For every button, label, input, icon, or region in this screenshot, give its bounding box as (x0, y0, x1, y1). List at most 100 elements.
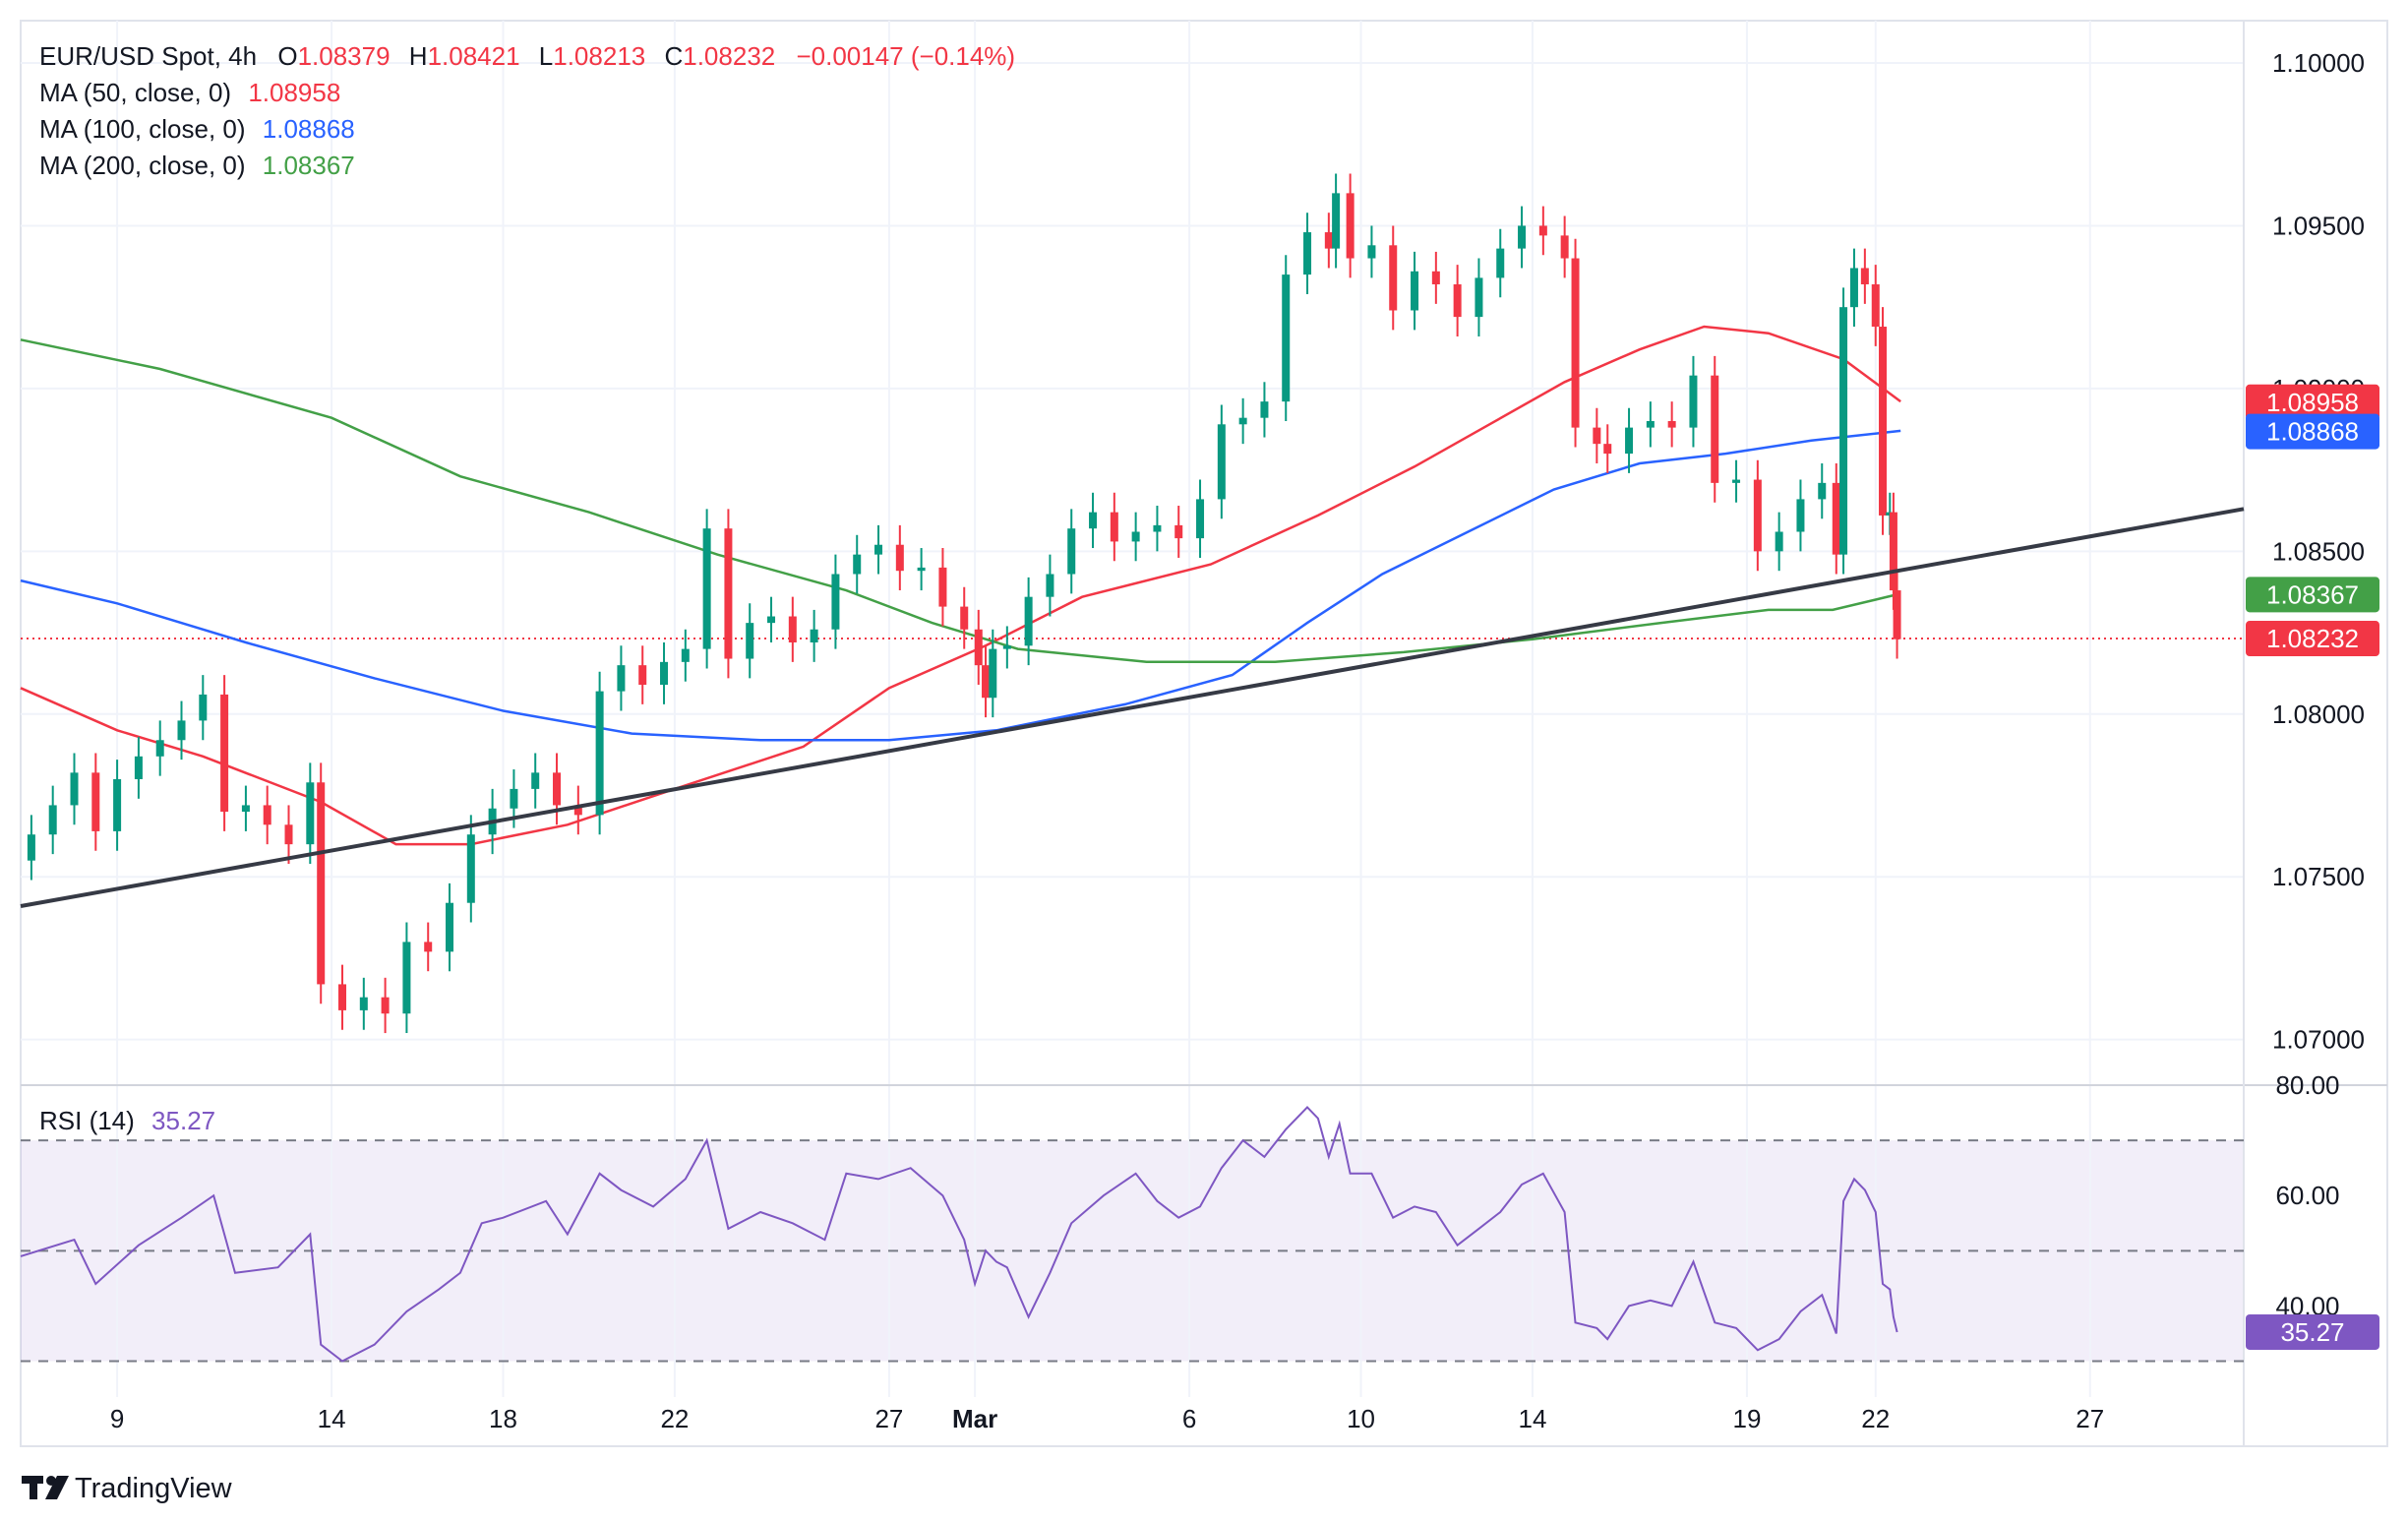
candle-88 (1818, 463, 1827, 519)
candle-32 (702, 509, 711, 669)
price-badge-3: 1.08232 (2246, 621, 2379, 657)
price-tick-label-3: 1.08500 (2272, 536, 2365, 566)
candle-0 (27, 815, 35, 881)
ma200-value: 1.08367 (263, 151, 355, 180)
high-value: 1.08421 (428, 41, 520, 71)
rsi-legend[interactable]: RSI (14) 35.27 (39, 1106, 215, 1135)
candle-97 (1893, 571, 1901, 659)
candle-14 (317, 762, 326, 1005)
candle-26 (573, 785, 582, 835)
candle-89 (1832, 463, 1840, 575)
candle-9 (220, 675, 229, 831)
candle-94 (1879, 307, 1888, 535)
candle-11 (263, 785, 271, 845)
candle-40 (874, 524, 883, 575)
time-tick-label-11: 27 (2076, 1404, 2104, 1433)
candle-63 (1324, 213, 1333, 269)
high-label: H (409, 41, 428, 71)
low-label: L (539, 41, 553, 71)
time-tick-label-10: 22 (1861, 1404, 1890, 1433)
candle-2 (70, 753, 79, 825)
candle-76 (1571, 238, 1580, 448)
candle-29 (638, 645, 647, 704)
candle-20 (446, 883, 454, 972)
candle-55 (1153, 506, 1162, 552)
candle-28 (617, 645, 626, 711)
candle-57 (1196, 479, 1205, 558)
ma50-legend[interactable]: MA (50, close, 0) 1.08958 (39, 78, 340, 107)
svg-text:1.08232: 1.08232 (2266, 624, 2359, 653)
candle-78 (1603, 424, 1612, 473)
candle-18 (402, 922, 411, 1034)
candle-84 (1732, 459, 1741, 503)
svg-text:1.08868: 1.08868 (2266, 417, 2359, 447)
time-tick-label-0: 9 (110, 1404, 124, 1433)
time-tick-label-3: 22 (660, 1404, 689, 1433)
candle-47 (989, 629, 997, 718)
candle-52 (1089, 492, 1098, 549)
tradingview-logo-icon (22, 1476, 69, 1499)
candle-82 (1689, 355, 1698, 448)
ma50-line (20, 325, 1901, 846)
ma50-value: 1.08958 (248, 78, 340, 107)
candle-59 (1238, 397, 1247, 445)
ma200-label: MA (200, close, 0) (39, 151, 246, 180)
change-value: −0.00147 (−0.14%) (796, 41, 1015, 71)
candle-90 (1839, 287, 1848, 575)
candle-58 (1217, 404, 1226, 519)
candle-92 (1860, 248, 1869, 304)
price-axis-ticks: 1.100001.095001.090001.085001.080001.075… (2272, 48, 2365, 1055)
candle-6 (155, 720, 164, 776)
candle-12 (284, 805, 293, 864)
tradingview-logo[interactable]: TradingView (22, 1473, 233, 1504)
candle-61 (1282, 255, 1291, 421)
candle-51 (1067, 509, 1076, 594)
candle-38 (831, 554, 840, 649)
candle-80 (1646, 401, 1655, 448)
ma100-legend[interactable]: MA (100, close, 0) 1.08868 (39, 114, 355, 144)
candle-19 (424, 922, 433, 972)
candle-37 (810, 609, 818, 662)
close-value: 1.08232 (683, 41, 775, 71)
price-badge-1: 1.08868 (2246, 413, 2379, 450)
candle-1 (48, 785, 57, 855)
time-tick-label-7: 10 (1347, 1404, 1375, 1433)
price-tick-label-0: 1.10000 (2272, 48, 2365, 78)
time-axis-ticks: 9 14 18 22 27 Mar 6 10 14 19 22 27 (110, 1404, 2104, 1433)
candle-75 (1560, 215, 1569, 278)
trendline[interactable] (20, 507, 2245, 908)
rsi-band-fill (21, 1140, 2244, 1362)
ma100-value: 1.08868 (263, 114, 355, 144)
close-label: C (664, 41, 683, 71)
candle-69 (1431, 251, 1440, 304)
candle-39 (853, 534, 862, 594)
candle-83 (1711, 355, 1719, 503)
time-tick-label-2: 18 (489, 1404, 517, 1433)
candle-79 (1625, 407, 1634, 473)
candle-67 (1389, 225, 1398, 331)
rsi-line (20, 1105, 1898, 1363)
candle-85 (1753, 459, 1762, 572)
time-tick-label-8: 14 (1518, 1404, 1546, 1433)
candle-72 (1496, 228, 1505, 298)
candle-86 (1775, 512, 1783, 572)
candle-77 (1593, 407, 1601, 464)
candle-43 (938, 548, 947, 627)
candle-16 (359, 977, 368, 1030)
candle-50 (1046, 554, 1054, 617)
candle-41 (895, 524, 904, 591)
tradingview-brand: TradingView (75, 1473, 233, 1504)
candle-8 (199, 675, 208, 741)
open-label: O (277, 41, 297, 71)
candle-62 (1303, 213, 1312, 294)
moving-average-lines (20, 325, 1901, 846)
ma100-label: MA (100, close, 0) (39, 114, 246, 144)
time-tick-label-5: Mar (952, 1404, 997, 1433)
candle-66 (1367, 225, 1376, 278)
ma200-legend[interactable]: MA (200, close, 0) 1.08367 (39, 151, 355, 180)
candle-25 (553, 753, 562, 825)
ma200-line (20, 338, 1901, 664)
candlesticks (27, 173, 1901, 1034)
